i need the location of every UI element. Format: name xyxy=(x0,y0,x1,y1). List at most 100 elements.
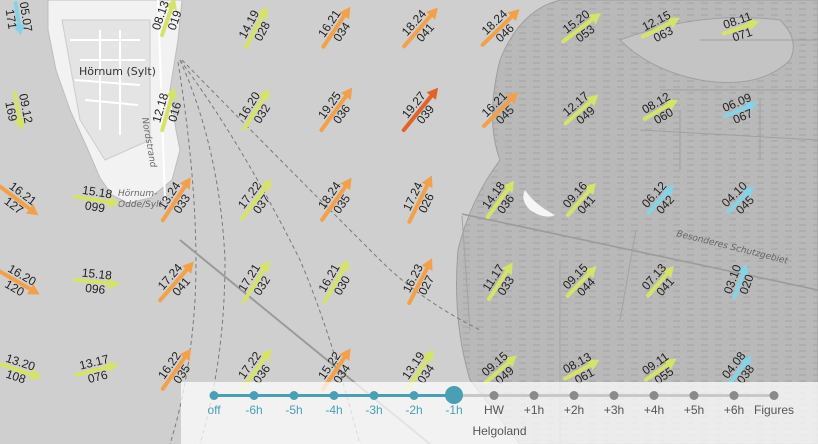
current-arrow-head xyxy=(26,203,39,216)
timeline-step-label[interactable]: +4h xyxy=(643,403,665,417)
current-arrow-head xyxy=(338,259,349,273)
current-arrow-shaft xyxy=(73,194,113,205)
current-arrow-shaft xyxy=(482,96,514,128)
current-arrow-shaft xyxy=(563,98,594,126)
current-arrow-shaft xyxy=(723,104,752,119)
timeline-step-dot[interactable] xyxy=(209,391,219,400)
timeline-step-label[interactable]: +6h xyxy=(723,403,745,417)
current-arrow-shaft xyxy=(401,92,435,133)
timeline-step-label[interactable]: Figures xyxy=(753,403,795,417)
current-arrow-shaft xyxy=(563,362,594,381)
timeline-step-dot[interactable] xyxy=(689,391,699,400)
timeline-step-dot[interactable] xyxy=(289,391,299,400)
current-direction-label: 099 xyxy=(84,198,106,215)
timeline-step-label[interactable]: -2h xyxy=(405,403,423,417)
tide-time-slider[interactable]: off -6h -5h -4h -3h -2h -1h HW +1h +2h +3h +4h +5h +6… xyxy=(181,382,818,444)
timeline-step-dot[interactable] xyxy=(329,391,339,400)
current-arrow-head xyxy=(13,118,26,131)
sandbank xyxy=(523,190,555,217)
current-arrow-head xyxy=(501,262,513,275)
current-arrow-head xyxy=(339,6,351,20)
timeline-step-label[interactable]: -1h xyxy=(445,403,463,417)
timeline-step-dot[interactable] xyxy=(409,391,419,400)
current-direction-label: 019 xyxy=(165,8,185,32)
timeline-step-dot[interactable] xyxy=(445,386,463,404)
current-arrow-head xyxy=(588,12,601,25)
town-hornum xyxy=(61,19,151,161)
timeline-step-dot[interactable] xyxy=(489,391,499,400)
current-arrow-head xyxy=(507,9,520,22)
current-arrow-shaft xyxy=(322,265,347,304)
mudflat-area xyxy=(456,0,818,444)
timeline-step-label[interactable]: +3h xyxy=(603,403,625,417)
current-arrow-head xyxy=(260,179,272,192)
current-arrow-head xyxy=(667,17,680,29)
timeline-step-dot[interactable] xyxy=(649,391,659,400)
timeline-step-label[interactable]: +1h xyxy=(523,403,545,417)
current-arrow-shaft xyxy=(321,12,348,49)
current-arrow-shaft xyxy=(13,1,22,29)
current-arrow-shaft xyxy=(242,94,267,131)
current-arrow-shaft xyxy=(561,16,596,44)
current-arrow-head xyxy=(340,87,353,100)
timeline-step-dot[interactable] xyxy=(369,391,379,400)
current-arrow-shaft xyxy=(566,187,593,217)
ferry-route xyxy=(179,59,361,444)
current-arrow-head xyxy=(421,258,433,271)
timeline-step-dot[interactable] xyxy=(769,391,779,400)
place-label-hornum: Hörnum (Sylt) xyxy=(79,65,156,78)
timeline-step-label[interactable]: -5h xyxy=(285,403,303,417)
timeline-step-dot[interactable] xyxy=(569,391,579,400)
current-arrow-shaft xyxy=(320,183,349,222)
current-arrow-head xyxy=(258,88,270,102)
timeline-step-label[interactable]: -3h xyxy=(365,403,383,417)
current-direction-label: 096 xyxy=(85,281,107,297)
current-arrow-head xyxy=(665,99,678,111)
timeline-step-label[interactable]: HW xyxy=(484,403,504,417)
current-arrow-head xyxy=(584,265,597,279)
current-arrow-shaft xyxy=(160,353,188,391)
current-arrow-head xyxy=(179,177,191,190)
timeline-step-label[interactable]: off xyxy=(207,403,221,417)
current-arrow-head xyxy=(258,260,270,273)
current-arrow-shaft xyxy=(407,181,430,224)
current-arrow-head xyxy=(744,101,758,113)
current-direction-label: 071 xyxy=(731,25,755,45)
current-arrow-head xyxy=(107,196,120,208)
current-direction-label: 076 xyxy=(86,368,109,387)
current-arrow-head xyxy=(502,180,515,194)
timeline-step-dot[interactable] xyxy=(249,391,259,400)
timeline-step-dot[interactable] xyxy=(609,391,619,400)
place-label-hornum-odde: Odde/Sylt xyxy=(118,200,163,210)
ferry-route xyxy=(179,59,226,444)
current-arrow-shaft xyxy=(74,364,112,377)
coastal-road xyxy=(157,0,166,201)
current-arrow-head xyxy=(106,361,119,373)
timeline-step-dot[interactable] xyxy=(529,391,539,400)
current-arrow-head xyxy=(506,91,519,104)
current-direction-label: 169 xyxy=(2,100,20,123)
current-arrow-shaft xyxy=(480,13,516,47)
timeline-step-label[interactable]: +2h xyxy=(563,403,585,417)
timeline-step-label[interactable]: -6h xyxy=(245,403,263,417)
timeline-step-dot[interactable] xyxy=(729,391,739,400)
current-arrow-shaft xyxy=(12,90,23,124)
current-arrow-head xyxy=(108,277,120,290)
current-arrow-shaft xyxy=(319,92,350,133)
current-arrow-shaft xyxy=(640,19,674,39)
current-arrow-shaft xyxy=(240,184,269,221)
current-arrow-shaft xyxy=(73,277,113,286)
timeline-step-label[interactable]: -4h xyxy=(325,403,343,417)
timeline-step-label[interactable]: +5h xyxy=(683,403,705,417)
current-arrow-head xyxy=(737,263,749,277)
place-label-hornum-odde: Hörnum- xyxy=(118,189,157,199)
current-arrow-head xyxy=(746,19,759,31)
mudflat-channels xyxy=(639,39,818,170)
